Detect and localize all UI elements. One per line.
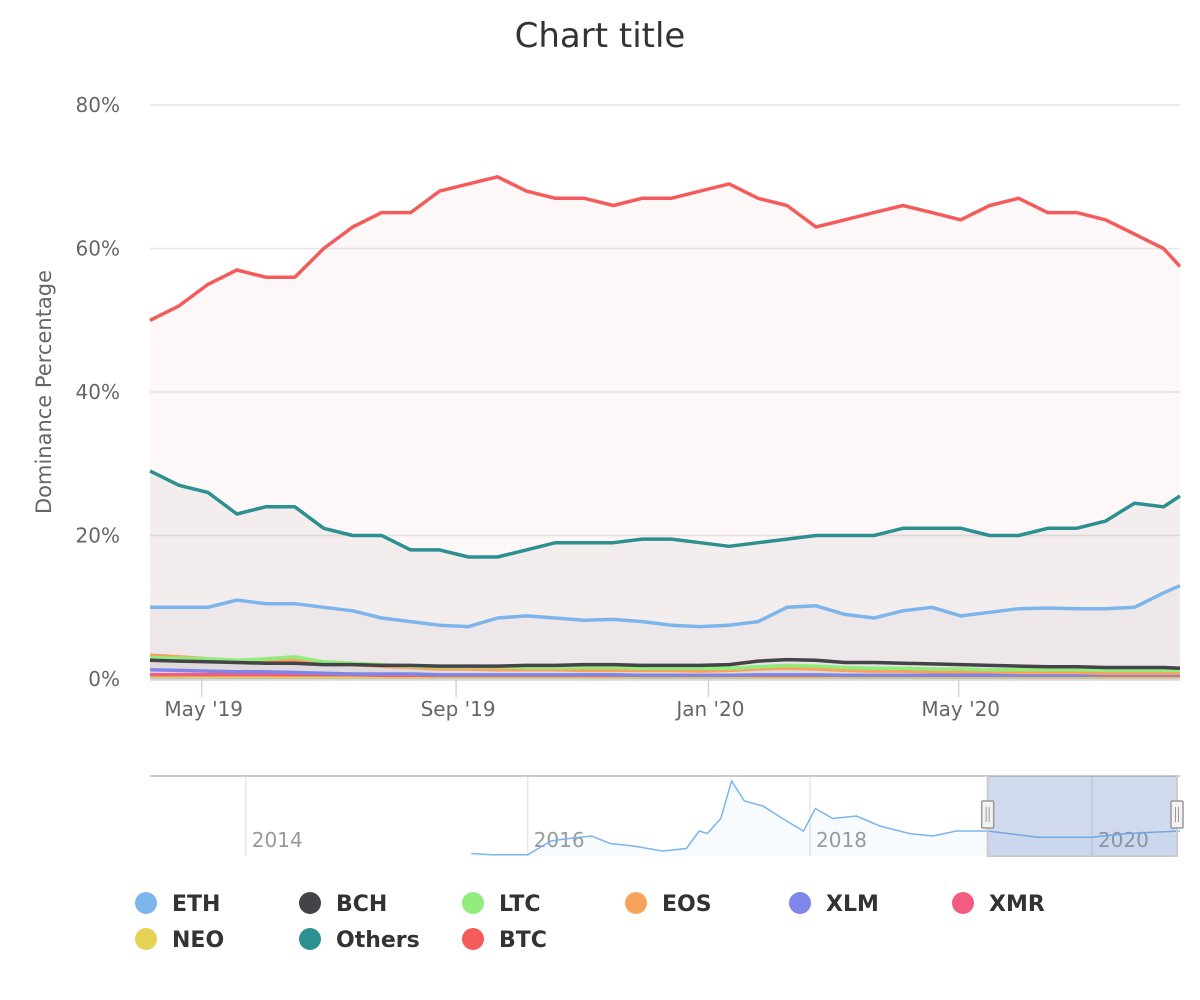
line-ltc[interactable]	[149, 655, 1180, 673]
navigator-tick-label: 2020	[1098, 828, 1149, 852]
navigator-selected-range[interactable]	[987, 776, 1177, 856]
legend: ETH BCH LTC EOS XLM XMR NEO Others BTC	[135, 892, 1045, 953]
legend-label: XLM	[826, 892, 879, 917]
legend-label: BTC	[499, 928, 547, 953]
series-lines	[149, 175, 1182, 679]
legend-item-others[interactable]: Others	[299, 928, 420, 953]
handle-grip-icon[interactable]	[1170, 800, 1184, 829]
area-others	[150, 470, 1180, 679]
legend-item-btc[interactable]: BTC	[462, 928, 547, 953]
legend-label: XMR	[989, 892, 1045, 917]
line-bch[interactable]	[149, 657, 1181, 670]
x-tick-label: May '20	[921, 697, 1000, 721]
y-axis: 0% 20% 40% 60% 80%	[76, 93, 120, 691]
y-axis-title: Dominance Percentage	[32, 270, 56, 514]
legend-marker-icon	[462, 928, 484, 950]
legend-marker-icon	[952, 892, 974, 914]
navigator-handle-right[interactable]	[1170, 800, 1184, 829]
y-tick-label: 40%	[76, 380, 120, 404]
x-tick-label: May '19	[164, 697, 243, 721]
legend-item-xlm[interactable]: XLM	[789, 892, 879, 917]
legend-label: LTC	[499, 892, 541, 917]
legend-marker-icon	[299, 928, 321, 950]
chart-title: Chart title	[515, 16, 686, 56]
legend-label: ETH	[172, 892, 220, 917]
legend-item-ltc[interactable]: LTC	[462, 892, 541, 917]
x-axis: May '19 Sep '19 Jan '20 May '20	[150, 679, 1180, 721]
y-tick-label: 20%	[76, 524, 120, 548]
legend-marker-icon	[789, 892, 811, 914]
navigator-tick-label: 2018	[816, 828, 867, 852]
navigator[interactable]: 2014201620182020	[150, 775, 1184, 857]
legend-label: NEO	[172, 928, 224, 953]
line-eth[interactable]	[150, 584, 1181, 629]
y-tick-label: 60%	[76, 237, 120, 261]
legend-item-eos[interactable]: EOS	[625, 892, 712, 917]
legend-marker-icon	[462, 892, 484, 914]
legend-item-eth[interactable]: ETH	[135, 892, 220, 917]
y-tick-label: 80%	[76, 93, 120, 117]
legend-marker-icon	[299, 892, 321, 914]
line-xlm[interactable]	[149, 667, 1180, 678]
legend-label: Others	[336, 928, 420, 953]
line-others[interactable]	[149, 469, 1181, 559]
legend-item-xmr[interactable]: XMR	[952, 892, 1045, 917]
navigator-area	[471, 781, 1180, 856]
navigator-tick-label: 2014	[252, 828, 303, 852]
area-btc	[150, 176, 1180, 680]
line-btc[interactable]	[149, 175, 1182, 322]
legend-marker-icon	[625, 892, 647, 914]
legend-label: EOS	[662, 892, 712, 917]
x-tick-label: Jan '20	[674, 697, 744, 721]
handle-grip-icon[interactable]	[980, 800, 995, 829]
legend-item-bch[interactable]: BCH	[299, 892, 387, 917]
legend-marker-icon	[135, 892, 157, 914]
legend-marker-icon	[135, 928, 157, 950]
x-tick-label: Sep '19	[421, 697, 496, 721]
y-tick-label: 0%	[88, 667, 120, 691]
navigator-line	[471, 779, 1181, 856]
legend-item-neo[interactable]: NEO	[135, 928, 224, 953]
legend-label: BCH	[336, 892, 387, 917]
navigator-handle-left[interactable]	[980, 800, 995, 829]
series-areas	[150, 176, 1180, 680]
